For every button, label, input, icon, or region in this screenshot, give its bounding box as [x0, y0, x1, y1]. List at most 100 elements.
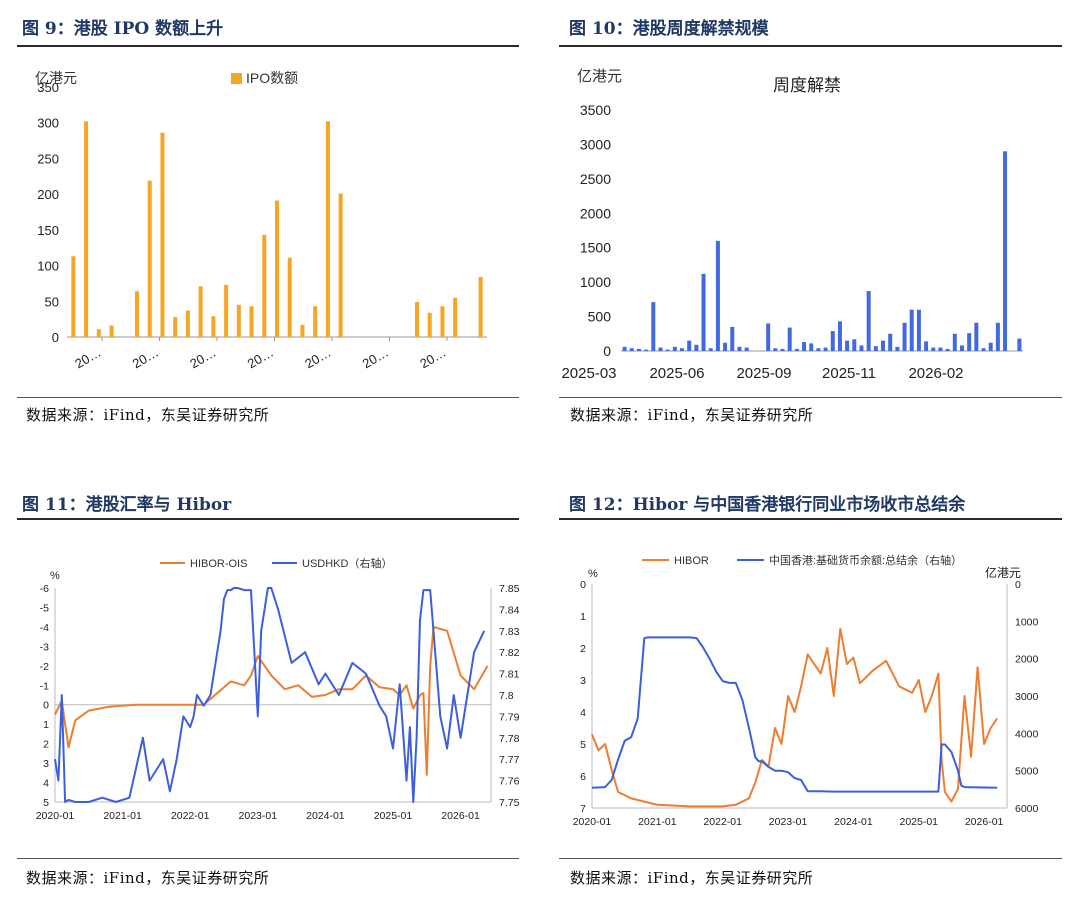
- y2-tick-label: 1000: [1015, 616, 1039, 628]
- lockup-bar: [924, 341, 929, 351]
- y-tick-label: 250: [37, 151, 59, 166]
- y-tick-label: 1000: [580, 274, 611, 290]
- lockup-bar: [952, 333, 957, 351]
- x-tick-label: 2024-01: [834, 816, 873, 828]
- lockup-bar: [816, 348, 821, 351]
- figure-9-source: 数据来源：iFind，东吴证券研究所: [26, 406, 270, 424]
- figure-11-top-rule: [17, 518, 519, 520]
- x-tick-label: 2022-01: [703, 816, 742, 828]
- lockup-bar: [708, 348, 713, 351]
- ipo-bar: [185, 310, 190, 337]
- x-tick-label: 2020-01: [573, 816, 612, 828]
- ipo-bar: [160, 132, 165, 337]
- ipo-bar: [84, 121, 89, 338]
- y2-tick-label: 7.75: [499, 797, 520, 809]
- y-tick-label: 100: [37, 259, 59, 274]
- y-tick-label: 3000: [580, 136, 611, 152]
- y-axis-unit: 亿港元: [35, 70, 77, 86]
- y-tick-label: 0: [43, 700, 49, 712]
- y2-tick-label: 2000: [1015, 654, 1039, 666]
- ipo-bar: [262, 234, 267, 337]
- y-tick-label: 3500: [580, 102, 611, 118]
- x-tick-label: 2026-01: [441, 810, 480, 822]
- lockup-bar: [931, 347, 936, 351]
- y2-tick-label: 7.77: [499, 754, 520, 766]
- lockup-bar: [715, 240, 720, 351]
- lockup-bar: [723, 342, 728, 351]
- y-tick-label: -6: [40, 583, 49, 595]
- x-tick-label: 2026-01: [965, 816, 1004, 828]
- legend-label-1: HIBOR: [674, 555, 709, 567]
- ipo-bar: [440, 306, 445, 337]
- x-tick-label: 2025-03: [561, 365, 616, 382]
- lockup-bar: [837, 321, 842, 351]
- lockup-bar: [859, 345, 864, 351]
- fx-hibor-line-chart: -6 -5 -4 -3 -2 -1 0 1 2 3 4 5 7.85 7.84 7.83 7.82 7.81 7.…: [36, 556, 520, 822]
- y2-axis-unit: 亿港元: [985, 565, 1021, 580]
- lockup-bar: [665, 349, 670, 351]
- y2-tick-label: 3000: [1015, 691, 1039, 703]
- x-tick-label: 2020-01: [36, 810, 75, 822]
- y-tick-label: 2000: [580, 205, 611, 221]
- y-tick-label: 1: [580, 611, 586, 623]
- x-tick-label: 2024-01: [306, 810, 345, 822]
- legend-swatch: [231, 73, 242, 84]
- ipo-bar: [135, 291, 139, 337]
- y2-tick-label: 7.83: [499, 626, 520, 638]
- y2-tick-label: 7.81: [499, 669, 520, 681]
- ipo-bar: [313, 306, 318, 337]
- lockup-bar: [995, 322, 1000, 351]
- figure-12-top-rule: [559, 518, 1062, 520]
- lockup-bar: [945, 348, 950, 351]
- y2-tick-label: 7.8: [499, 690, 514, 702]
- y-tick-label: 350: [37, 80, 59, 95]
- figure-9-title: 图 9：港股 IPO 数额上升: [22, 19, 224, 39]
- lockup-bar: [909, 309, 914, 351]
- x-tick-label: 2025-01: [374, 810, 413, 822]
- lockup-bar: [881, 340, 886, 351]
- lockup-bar: [658, 347, 663, 351]
- lockup-bar: [830, 331, 835, 351]
- hibor-balance-line-chart: 0 1 2 3 4 5 6 7 0 1000 2000 3000 4000 5000 6000 2020-01…: [573, 553, 1039, 828]
- lockup-bar: [809, 343, 814, 351]
- y-tick-label: -1: [40, 680, 49, 692]
- figure-12-bottom-rule: [559, 858, 1062, 859]
- lockup-bar: [1017, 338, 1022, 351]
- lockup-bar: [694, 344, 699, 351]
- figure-10-source: 数据来源：iFind，东吴证券研究所: [570, 406, 814, 424]
- lockup-bar: [744, 347, 749, 351]
- lockup-bar: [766, 323, 771, 351]
- x-tick-label: 2023-01: [769, 816, 808, 828]
- lockup-bar: [959, 345, 964, 351]
- y-tick-label: 3: [580, 675, 586, 687]
- y-tick-label: 200: [37, 187, 59, 202]
- y-tick-label: -2: [40, 661, 49, 673]
- y-axis-unit: %: [50, 570, 60, 582]
- chart-title: 周度解禁: [773, 76, 841, 95]
- y-tick-label: 7: [580, 803, 586, 815]
- ipo-bar: [453, 297, 458, 337]
- lockup-bar: [651, 302, 656, 351]
- lockup-bar: [1003, 151, 1008, 351]
- x-tick-label: 20…: [245, 345, 276, 372]
- ipo-bar: [249, 306, 254, 337]
- lockup-bar: [938, 347, 943, 351]
- lockup-bar: [895, 346, 900, 351]
- figure-11-title: 图 11：港股汇率与 Hibor: [22, 495, 232, 515]
- y-tick-label: 0: [580, 579, 586, 591]
- ipo-bar: [71, 256, 76, 337]
- lockup-bar: [622, 346, 627, 351]
- y-tick-label: 5: [580, 739, 586, 751]
- x-tick-label: 2025-11: [822, 365, 876, 382]
- y-tick-label: 150: [37, 223, 59, 238]
- legend-label-2: USDHKD（右轴）: [302, 556, 392, 570]
- y-tick-label: 3: [43, 758, 49, 770]
- lockup-bar: [866, 291, 871, 351]
- x-tick-label: 20…: [360, 345, 391, 372]
- ipo-bar: [415, 302, 419, 337]
- figure-12-source: 数据来源：iFind，东吴证券研究所: [570, 869, 814, 887]
- legend-label-1: HIBOR-OIS: [190, 558, 247, 570]
- ipo-bar: [224, 284, 229, 337]
- x-tick-label: 2021-01: [638, 816, 677, 828]
- lockup-bar: [888, 333, 893, 351]
